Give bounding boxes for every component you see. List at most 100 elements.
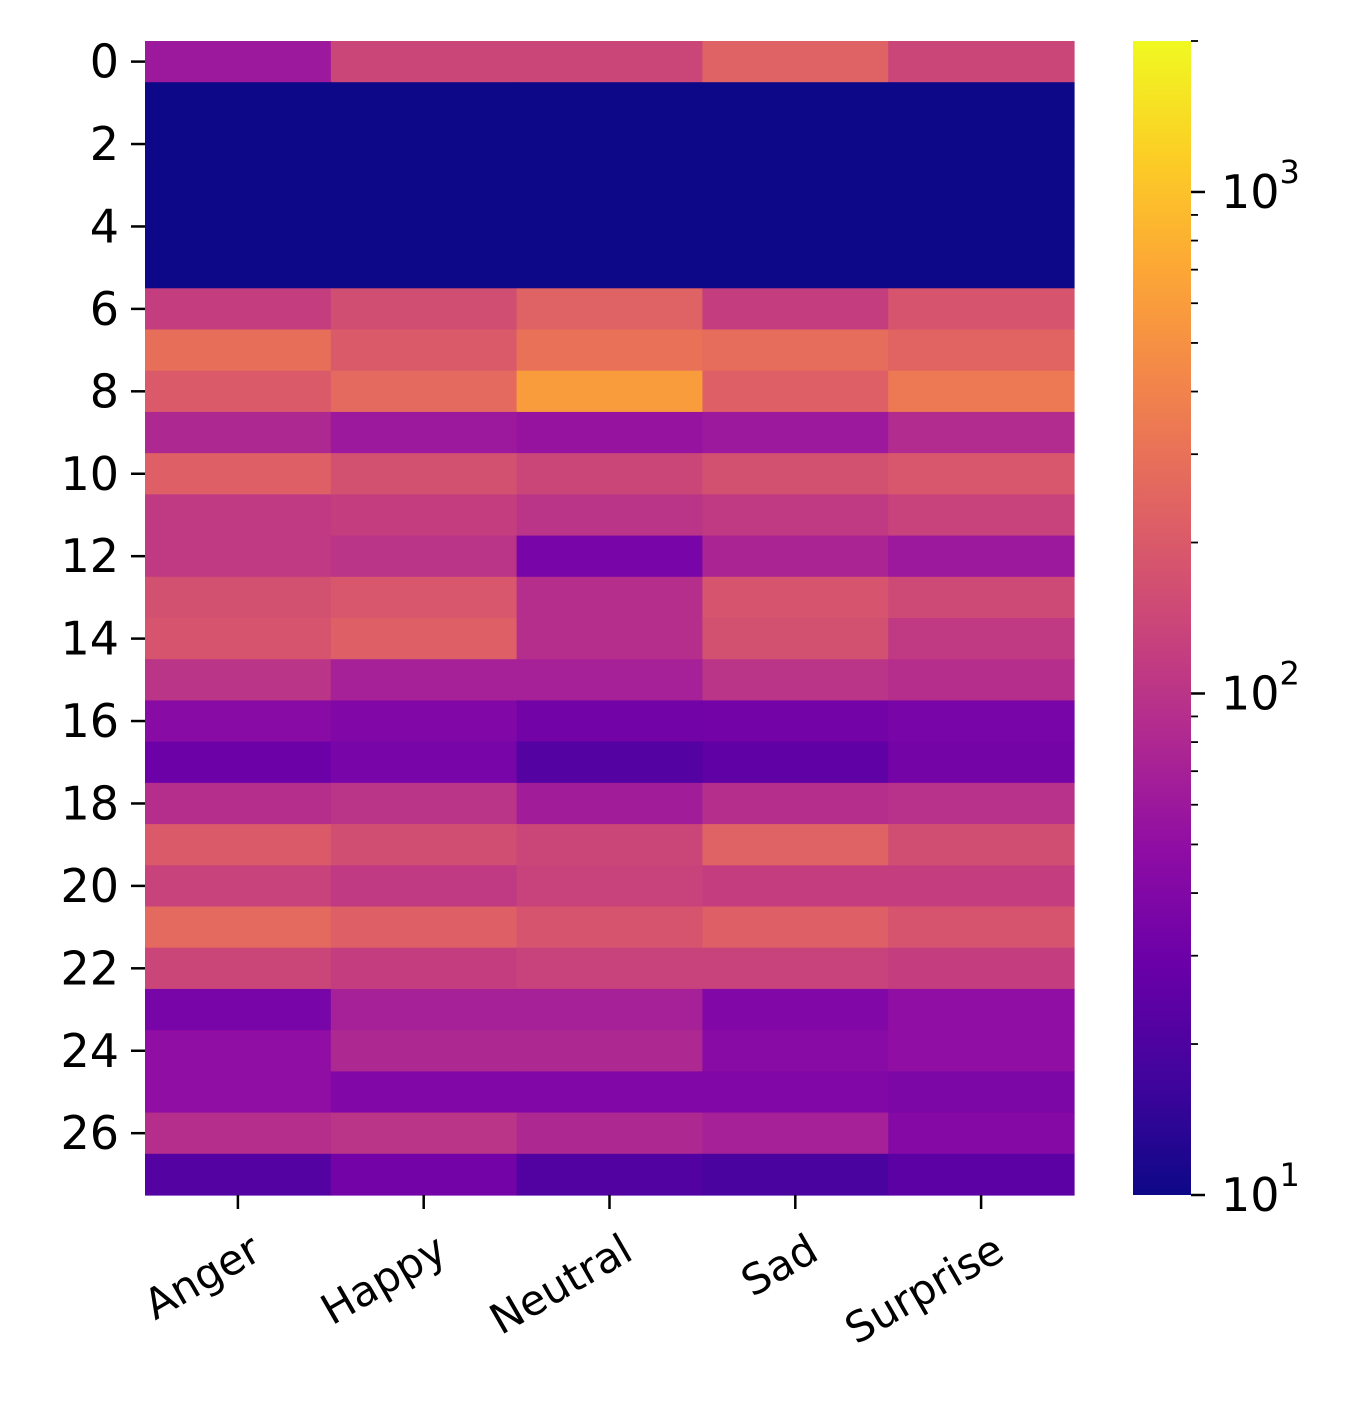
heatmap-cell: [330, 1153, 518, 1196]
heatmap-cell: [330, 41, 518, 83]
heatmap-cell: [888, 535, 1075, 578]
heatmap-cell: [330, 947, 518, 990]
heatmap-cell: [702, 370, 889, 413]
y-tick-label: 24: [60, 1024, 119, 1078]
heatmap-cell: [702, 659, 889, 702]
y-tick-label: 6: [90, 282, 119, 336]
heatmap-cell: [888, 1112, 1075, 1155]
x-tick-label: Anger: [136, 1224, 269, 1329]
heatmap-cell: [702, 247, 889, 289]
heatmap-cell: [516, 82, 703, 125]
heatmap-cell: [516, 453, 703, 495]
heatmap-cell: [888, 700, 1075, 743]
y-tick-label: 10: [60, 447, 119, 501]
heatmap-cell: [702, 453, 889, 495]
heatmap-cell: [516, 1112, 703, 1155]
heatmap-cell: [330, 82, 518, 125]
heatmap-cell: [330, 164, 518, 207]
heatmap-cell: [516, 164, 703, 207]
heatmap-cell: [516, 700, 703, 743]
heatmap-cell: [145, 41, 332, 83]
colorbar-tick-label: 101: [1221, 1156, 1300, 1222]
y-tick-label: 22: [60, 941, 119, 995]
y-tick-label: 26: [60, 1106, 119, 1160]
heatmap-cell: [516, 329, 703, 372]
heatmap-cell: [702, 865, 889, 908]
heatmap-cell: [888, 41, 1075, 83]
heatmap-cell: [702, 411, 889, 454]
heatmap-cell: [888, 164, 1075, 207]
heatmap-cell: [145, 700, 332, 743]
heatmap-cell: [702, 41, 889, 83]
heatmap-cell: [145, 370, 332, 413]
heatmap-cell: [516, 41, 703, 83]
heatmap-cell: [516, 618, 703, 660]
heatmap-cell: [330, 535, 518, 578]
y-tick-label: 2: [90, 117, 119, 171]
heatmap-cell: [145, 947, 332, 990]
heatmap-cell: [330, 906, 518, 949]
heatmap-cell: [145, 618, 332, 660]
heatmap-cell: [702, 1030, 889, 1072]
heatmap-cell: [702, 494, 889, 537]
heatmap-cell: [330, 411, 518, 454]
heatmap-cell: [145, 164, 332, 207]
colorbar-gradient: [1133, 41, 1191, 1195]
y-tick-label: 12: [60, 529, 119, 583]
heatmap-cell: [330, 988, 518, 1031]
heatmap-cell: [888, 123, 1075, 166]
heatmap-cell: [702, 700, 889, 743]
y-tick-label: 18: [60, 776, 119, 830]
heatmap-cell: [330, 453, 518, 495]
heatmap-cell: [888, 82, 1075, 125]
heatmap-cell: [145, 906, 332, 949]
heatmap-cell: [702, 906, 889, 949]
heatmap-cell: [516, 576, 703, 619]
heatmap-cell: [888, 824, 1075, 866]
heatmap-cell: [330, 700, 518, 743]
heatmap-cell: [888, 906, 1075, 949]
heatmap-cell: [516, 411, 703, 454]
heatmap-cell: [516, 1071, 703, 1114]
heatmap-cell: [145, 659, 332, 702]
heatmap-cell: [516, 247, 703, 289]
heatmap-cell: [330, 618, 518, 660]
heatmap-cell: [145, 1071, 332, 1114]
colorbar-tick-label: 103: [1221, 153, 1300, 219]
heatmap-cell: [702, 824, 889, 866]
heatmap-cell: [702, 782, 889, 825]
heatmap-cell: [145, 411, 332, 454]
heatmap-cell: [145, 741, 332, 784]
heatmap-cell: [888, 1030, 1075, 1072]
heatmap-cell: [516, 1030, 703, 1072]
heatmap-cell: [145, 82, 332, 125]
heatmap-cell: [888, 988, 1075, 1031]
heatmap-cell: [888, 288, 1075, 331]
heatmap-cell: [516, 494, 703, 537]
x-tick-label: Surprise: [837, 1224, 1012, 1353]
heatmap-cell: [145, 988, 332, 1031]
heatmap-cell: [888, 865, 1075, 908]
heatmap-cell: [145, 782, 332, 825]
heatmap-cell: [702, 82, 889, 125]
heatmap-cell: [702, 947, 889, 990]
heatmap-cell: [516, 205, 703, 248]
heatmap-cell: [702, 1112, 889, 1155]
x-tick-label: Happy: [312, 1224, 454, 1334]
heatmap-cells: [145, 41, 1075, 1196]
heatmap-cell: [330, 659, 518, 702]
x-tick-label: Sad: [733, 1224, 826, 1306]
heatmap-cell: [330, 824, 518, 866]
heatmap-cell: [702, 535, 889, 578]
heatmap-cell: [145, 205, 332, 248]
heatmap-cell: [888, 1071, 1075, 1114]
heatmap-cell: [145, 247, 332, 289]
heatmap-cell: [516, 988, 703, 1031]
y-tick-label: 8: [90, 364, 119, 418]
heatmap-cell: [330, 288, 518, 331]
heatmap-cell: [330, 576, 518, 619]
heatmap-cell: [145, 329, 332, 372]
heatmap-cell: [516, 659, 703, 702]
